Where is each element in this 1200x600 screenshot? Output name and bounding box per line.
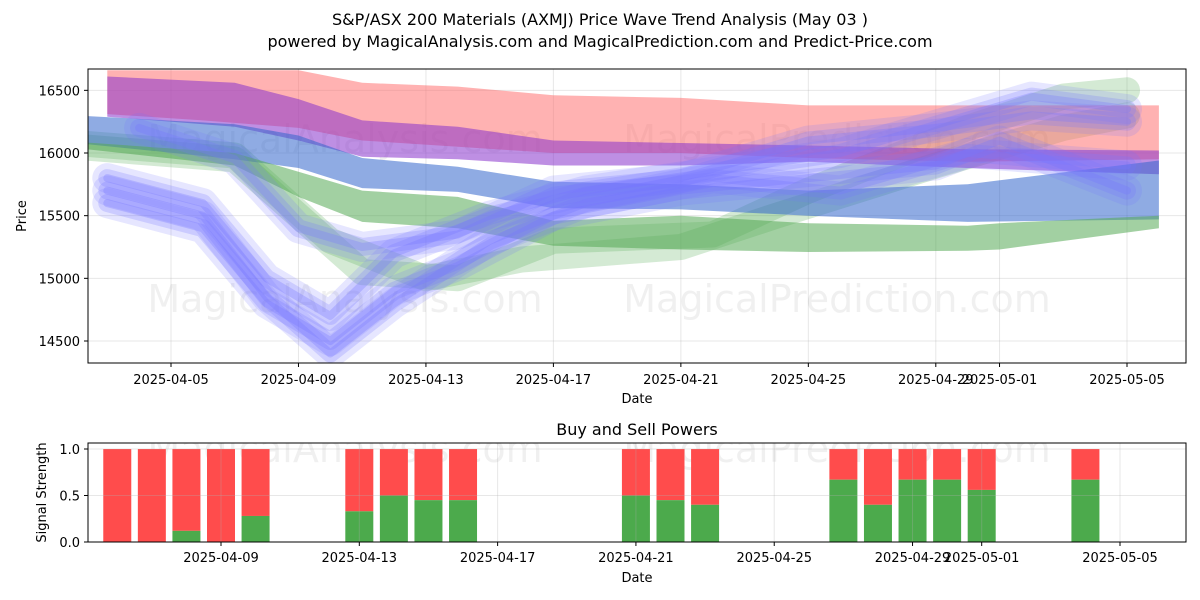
y-tick-label: 14500 [39, 335, 80, 350]
sell-bar [1071, 449, 1100, 480]
x-tick-label: 2025-04-21 [598, 551, 674, 566]
y-tick-label: 15000 [39, 272, 80, 287]
x-tick-label: 2025-04-21 [643, 373, 719, 388]
sell-bar [691, 449, 720, 505]
buy-bar [967, 489, 996, 542]
x-tick-label: 2025-04-25 [736, 551, 812, 566]
x-tick-label: 2025-04-17 [460, 551, 536, 566]
x-axis-label: Date [621, 571, 652, 586]
sell-bar [829, 449, 858, 480]
sell-bar [449, 449, 478, 501]
y-axis-label: Signal Strength [35, 442, 50, 542]
x-tick-label: 2025-04-09 [261, 373, 337, 388]
buy-bar [241, 515, 270, 542]
wave-line [92, 138, 1142, 363]
sell-bar [207, 449, 235, 542]
x-tick-label: 2025-04-17 [516, 373, 592, 388]
chart-title-line1: S&P/ASX 200 Materials (AXMJ) Price Wave … [332, 10, 868, 29]
price-chart: 2025-04-05 2025-04-09 2025-04-13 2025-04-17… [15, 68, 1187, 407]
wave-line [103, 92, 1131, 320]
y-tick-label: 1.0 [59, 443, 80, 458]
power-chart: Buy and Sell Powers MagicalAnalysis.comMa… [35, 420, 1187, 586]
sell-bar [414, 449, 443, 501]
wave-line [92, 81, 1142, 331]
plot-frame [87, 68, 1187, 364]
power-chart-title: Buy and Sell Powers [556, 420, 718, 439]
buy-bar [933, 479, 962, 542]
buy-bar [345, 511, 374, 542]
buy-bar [379, 495, 408, 542]
y-tick-label: 16000 [39, 147, 80, 162]
sell-bar [933, 449, 962, 480]
x-tick-label: 2025-04-29 [875, 551, 951, 566]
sell-bar [241, 449, 270, 516]
sell-bar [103, 449, 132, 542]
wave-line [135, 111, 1131, 251]
buy-bar [1071, 479, 1100, 542]
sell-bar [345, 449, 374, 512]
x-tick-label: 2025-04-25 [771, 373, 847, 388]
buy-bar [829, 479, 858, 542]
green-band [88, 142, 1159, 252]
wave-line [92, 125, 1142, 356]
sell-bar [656, 449, 685, 501]
buy-bar [621, 495, 650, 542]
sell-bar [379, 449, 408, 496]
buy-bar [656, 500, 685, 542]
sell-bar [137, 449, 166, 542]
buy-bar [863, 504, 892, 542]
blue-band [88, 116, 1159, 222]
x-tick-label: 2025-04-13 [388, 373, 464, 388]
x-tick-label: 2025-04-09 [183, 551, 259, 566]
x-axis-label: Date [621, 392, 652, 407]
plot-frame [87, 442, 1187, 543]
sell-bar [967, 449, 996, 490]
x-tick-label: 2025-05-01 [944, 551, 1020, 566]
wave-line [124, 100, 1142, 262]
y-tick-label: 0.5 [59, 490, 80, 505]
buy-bar [691, 504, 720, 542]
plot-area: MagicalAnalysis.com MagicalPrediction.com… [88, 70, 1159, 363]
y-tick-label: 16500 [39, 84, 80, 99]
x-tick-label: 2025-05-05 [1082, 551, 1158, 566]
x-tick-label: 2025-05-05 [1089, 373, 1165, 388]
watermark-text: MagicalAnalysis.com [147, 277, 542, 321]
purple-band [107, 76, 1159, 175]
y-axis-label: Price [15, 200, 30, 232]
y-tick-label: 0.0 [59, 536, 80, 551]
y-tick-label: 15500 [39, 210, 80, 225]
wave-line [103, 149, 1131, 358]
buy-bar [898, 479, 927, 542]
wave-line [98, 87, 1136, 325]
sell-bar [621, 449, 650, 496]
buy-bar [414, 500, 443, 542]
x-tick-label: 2025-04-29 [898, 373, 974, 388]
chart-title-line2: powered by MagicalAnalysis.com and Magic… [267, 32, 933, 51]
x-tick-label: 2025-05-01 [962, 373, 1038, 388]
sell-bar [172, 449, 201, 531]
watermark-text: MagicalPrediction.com [623, 277, 1051, 321]
wave-line [130, 106, 1136, 256]
sell-bar [898, 449, 927, 480]
x-tick-label: 2025-04-05 [133, 373, 209, 388]
wave-line [103, 136, 1131, 345]
buy-bar [172, 530, 201, 542]
buy-bar [449, 500, 478, 542]
wave-line [98, 131, 1136, 350]
x-tick-label: 2025-04-13 [322, 551, 398, 566]
wave-line [98, 144, 1136, 363]
sell-bar [863, 449, 892, 505]
